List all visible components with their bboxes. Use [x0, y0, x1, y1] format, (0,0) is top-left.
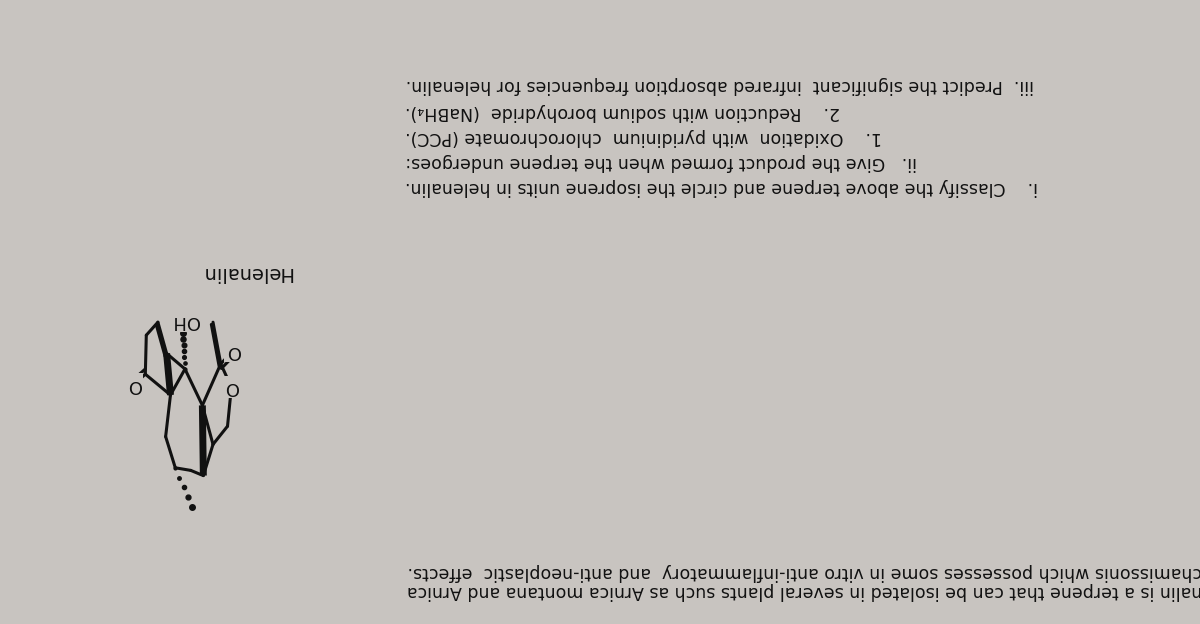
Text: Helenalin is a terpene that can be isolated in several plants such as Arnica mon: Helenalin is a terpene that can be isola…	[407, 582, 1200, 600]
Text: Helenalin: Helenalin	[200, 263, 292, 282]
Text: iii.  Predict the significant  infrared absorption frequencies for helenalin.: iii. Predict the significant infrared ab…	[406, 76, 1033, 94]
Text: 1.    Oxidation  with pyridinium  chlorochromate (PCC).: 1. Oxidation with pyridinium chlorochrom…	[406, 128, 916, 146]
Text: O: O	[227, 342, 240, 360]
Text: ii.   Give the product formed when the terpene undergoes:: ii. Give the product formed when the ter…	[406, 153, 917, 171]
Text: 2.    Reduction with sodium borohydride  (NaBH₄).: 2. Reduction with sodium borohydride (Na…	[406, 103, 874, 121]
Text: O: O	[127, 376, 140, 394]
Text: O: O	[224, 378, 239, 396]
Text: chamissonis which possesses some in vitro anti-inflammatory  and anti-neoplastic: chamissonis which possesses some in vitr…	[407, 563, 1200, 581]
Text: OH: OH	[172, 311, 199, 329]
Text: i.    Classify the above terpene and circle the isoprene units in helenalin.: i. Classify the above terpene and circle…	[406, 178, 1038, 196]
